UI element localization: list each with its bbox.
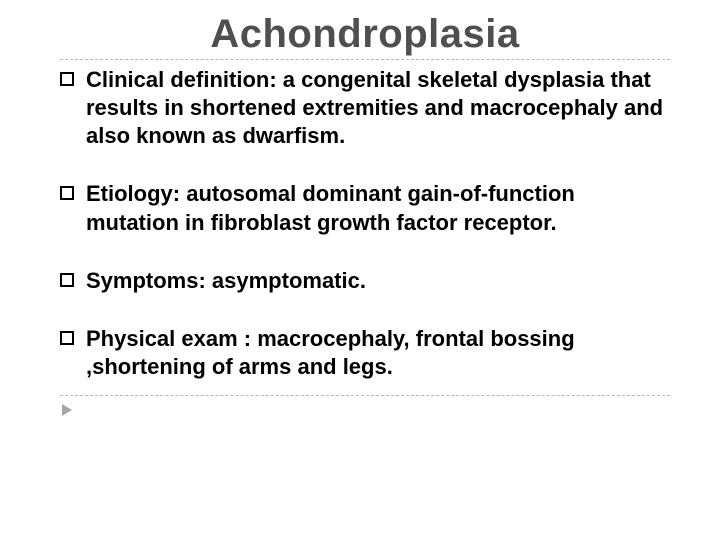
footer-divider	[60, 395, 670, 396]
list-item: Physical exam : macrocephaly, frontal bo…	[60, 325, 670, 381]
slide-container: Achondroplasia Clinical definition: a co…	[0, 0, 720, 540]
square-bullet-icon	[60, 273, 74, 287]
title-divider	[60, 59, 670, 60]
list-item: Symptoms: asymptomatic.	[60, 267, 670, 295]
list-item: Etiology: autosomal dominant gain-of-fun…	[60, 180, 670, 236]
bullet-text: Clinical definition: a congenital skelet…	[86, 67, 663, 148]
list-item: Clinical definition: a congenital skelet…	[60, 66, 670, 150]
square-bullet-icon	[60, 331, 74, 345]
arrow-right-icon	[62, 404, 72, 416]
bullet-text: Physical exam : macrocephaly, frontal bo…	[86, 326, 575, 379]
page-title: Achondroplasia	[60, 12, 670, 57]
square-bullet-icon	[60, 72, 74, 86]
bullet-list: Clinical definition: a congenital skelet…	[60, 66, 670, 381]
bullet-text: Symptoms: asymptomatic.	[86, 268, 366, 293]
bullet-text: Etiology: autosomal dominant gain-of-fun…	[86, 181, 575, 234]
square-bullet-icon	[60, 186, 74, 200]
